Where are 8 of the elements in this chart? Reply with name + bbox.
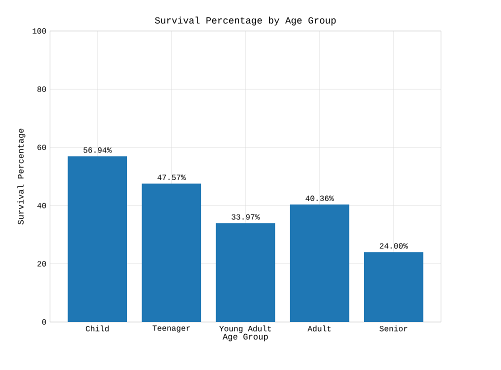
y-axis-title: Survival Percentage xyxy=(17,128,26,224)
bar xyxy=(364,252,424,322)
chart-title: Survival Percentage by Age Group xyxy=(154,16,336,26)
bar xyxy=(290,204,350,322)
x-axis-title: Age Group xyxy=(222,334,268,342)
bar xyxy=(142,184,202,322)
bar xyxy=(68,156,128,322)
bar xyxy=(216,223,276,322)
